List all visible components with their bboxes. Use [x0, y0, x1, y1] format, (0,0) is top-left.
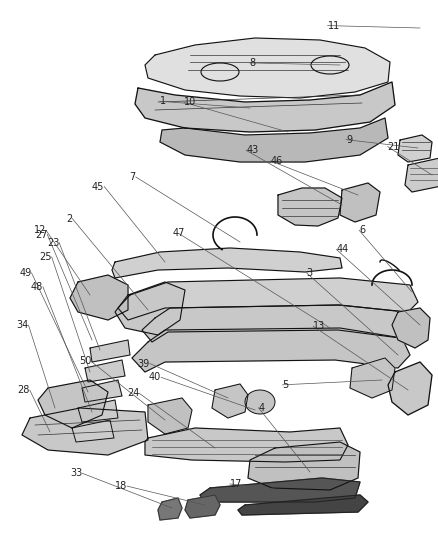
Polygon shape	[78, 400, 118, 422]
Text: 44: 44	[336, 245, 349, 254]
Text: 18: 18	[115, 481, 127, 491]
Polygon shape	[82, 380, 122, 402]
Polygon shape	[112, 248, 342, 278]
Polygon shape	[132, 328, 410, 372]
Text: 4: 4	[258, 403, 265, 413]
Text: 11: 11	[328, 21, 340, 30]
Text: 28: 28	[18, 385, 30, 395]
Text: 49: 49	[19, 268, 32, 278]
Text: 43: 43	[246, 146, 258, 155]
Polygon shape	[72, 420, 114, 442]
Polygon shape	[398, 135, 432, 162]
Polygon shape	[278, 188, 342, 226]
Text: 33: 33	[70, 469, 82, 478]
Polygon shape	[238, 495, 368, 515]
Polygon shape	[248, 442, 360, 490]
Text: 34: 34	[16, 320, 28, 330]
Polygon shape	[185, 495, 220, 518]
Polygon shape	[135, 82, 395, 132]
Text: 10: 10	[184, 98, 196, 107]
Polygon shape	[115, 282, 185, 335]
Text: 24: 24	[127, 389, 139, 398]
Text: 17: 17	[230, 479, 242, 489]
Text: 47: 47	[173, 229, 185, 238]
Text: 27: 27	[35, 230, 47, 239]
Polygon shape	[38, 380, 108, 428]
Polygon shape	[405, 158, 438, 192]
Polygon shape	[200, 478, 360, 502]
Text: 50: 50	[79, 357, 91, 366]
Polygon shape	[392, 308, 430, 348]
Polygon shape	[118, 278, 418, 320]
Polygon shape	[70, 275, 128, 320]
Polygon shape	[212, 384, 248, 418]
Polygon shape	[350, 358, 395, 398]
Polygon shape	[145, 428, 348, 462]
Polygon shape	[158, 498, 182, 520]
Text: 2: 2	[66, 214, 72, 223]
Polygon shape	[388, 362, 432, 415]
Text: 46: 46	[271, 156, 283, 166]
Text: 21: 21	[388, 142, 400, 151]
Text: 12: 12	[34, 225, 46, 235]
Polygon shape	[142, 305, 412, 342]
Ellipse shape	[245, 390, 275, 414]
Polygon shape	[160, 118, 388, 162]
Polygon shape	[145, 38, 390, 98]
Polygon shape	[22, 408, 148, 455]
Polygon shape	[340, 183, 380, 222]
Polygon shape	[90, 340, 130, 362]
Text: 25: 25	[39, 252, 52, 262]
Text: 3: 3	[307, 268, 313, 278]
Polygon shape	[85, 360, 125, 382]
Polygon shape	[148, 398, 192, 434]
Text: 9: 9	[346, 135, 352, 144]
Text: 1: 1	[160, 96, 166, 106]
Text: 23: 23	[47, 238, 59, 247]
Text: 48: 48	[31, 282, 43, 292]
Text: 6: 6	[359, 225, 365, 235]
Text: 40: 40	[149, 373, 161, 382]
Text: 5: 5	[283, 380, 289, 390]
Text: 8: 8	[250, 58, 256, 68]
Text: 39: 39	[138, 359, 150, 368]
Text: 13: 13	[313, 321, 325, 331]
Text: 45: 45	[92, 182, 104, 191]
Text: 7: 7	[130, 172, 136, 182]
